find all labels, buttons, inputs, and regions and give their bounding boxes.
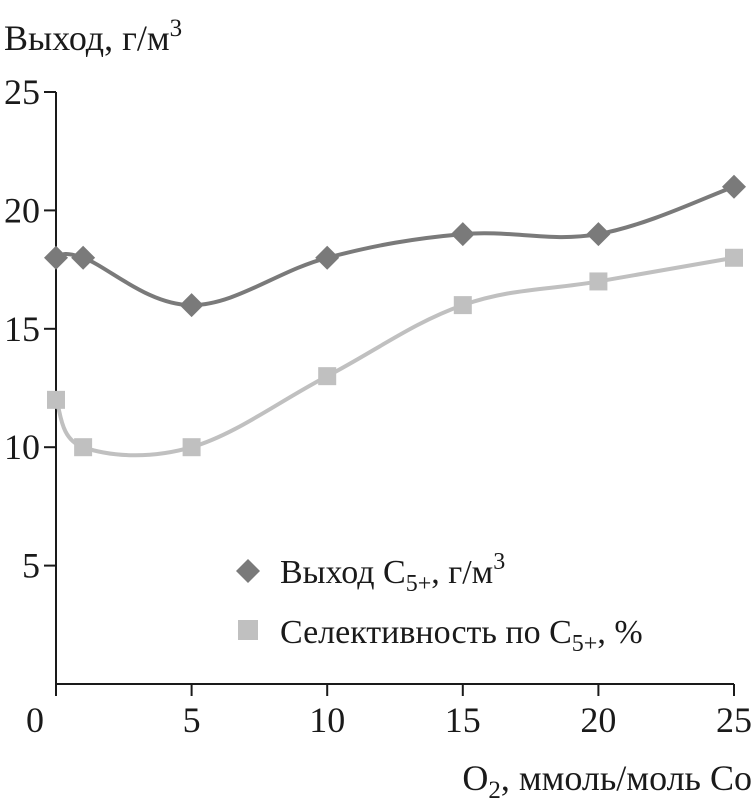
data-point-square	[318, 367, 337, 386]
axes	[44, 91, 735, 696]
x-axis-title-suffix: , ммоль/моль Co	[501, 758, 752, 798]
legend-label-yield: Выход C5+, г/м3	[280, 549, 505, 597]
x-axis-title: O2, ммоль/моль Co	[462, 758, 752, 799]
y-tick-label: 15	[4, 309, 40, 349]
y-tick-label: 20	[4, 190, 40, 230]
data-point-diamond	[450, 222, 475, 247]
legend-label-selectivity: Селективность по C5+, %	[280, 614, 643, 657]
tick-labels: 5 10 15 20 25 0 5 10 15 20 25	[4, 72, 752, 740]
series-line-1	[54, 255, 735, 458]
data-point-square	[453, 296, 472, 315]
x-tick-label: 25	[716, 700, 752, 740]
series-line-0	[55, 184, 735, 308]
data-point-diamond	[179, 293, 204, 318]
legend-item-selectivity: Селективность по C5+, %	[238, 614, 643, 657]
legend-selectivity-suffix: , %	[597, 614, 642, 651]
y-axis-title-sup: 3	[170, 15, 183, 42]
data-point-square	[725, 248, 743, 267]
legend-selectivity-sub: 5+	[572, 631, 598, 657]
data-point-square	[74, 438, 93, 457]
data-point-diamond	[315, 245, 340, 270]
series-layer	[44, 174, 746, 458]
legend-item-yield: Выход C5+, г/м3	[236, 549, 505, 597]
y-tick-label: 10	[4, 427, 40, 467]
x-axis-title-sub: 2	[488, 777, 501, 799]
y-axis-title: Выход, г/м3	[4, 15, 182, 58]
data-point-diamond	[586, 222, 611, 247]
data-point-diamond	[71, 245, 96, 270]
data-point-square	[589, 272, 608, 291]
legend-selectivity-prefix: Селективность по C	[280, 614, 572, 651]
legend-yield-suffix: , г/м	[431, 554, 493, 591]
data-point-square	[182, 438, 201, 457]
y-tick-label: 5	[22, 546, 40, 586]
legend-marker-square	[238, 620, 258, 640]
data-point-diamond	[44, 245, 68, 270]
legend-yield-prefix: Выход C	[280, 554, 406, 591]
data-point-diamond	[722, 174, 746, 199]
legend: Выход C5+, г/м3 Селективность по C5+, %	[236, 549, 643, 657]
x-tick-label: 0	[26, 700, 44, 740]
x-tick-label: 5	[183, 700, 201, 740]
x-tick-label: 20	[580, 700, 616, 740]
legend-yield-sup: 3	[493, 549, 505, 575]
legend-yield-sub: 5+	[406, 571, 432, 597]
y-tick-label: 25	[4, 72, 40, 112]
x-tick-label: 10	[309, 700, 345, 740]
y-axis-title-text: Выход, г/м	[4, 18, 170, 58]
x-tick-label: 15	[445, 700, 481, 740]
data-point-square	[47, 390, 65, 409]
x-axis-title-prefix: O	[462, 758, 488, 798]
legend-marker-diamond	[236, 559, 260, 583]
